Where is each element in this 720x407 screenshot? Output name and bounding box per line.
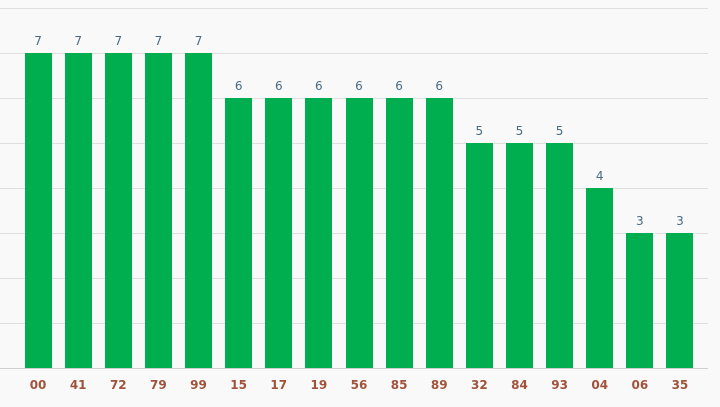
value-label-89: 6 <box>435 79 443 93</box>
category-label-32: 32 <box>471 378 488 392</box>
category-label-15: 15 <box>230 378 247 392</box>
category-label-84: 84 <box>511 378 528 392</box>
category-label-79: 79 <box>150 378 167 392</box>
bar-79 <box>145 53 172 368</box>
bar-89 <box>426 98 453 368</box>
bar-35 <box>666 233 693 368</box>
category-label-00: 00 <box>30 378 47 392</box>
category-label-19: 19 <box>311 378 328 392</box>
value-label-93: 5 <box>556 124 564 138</box>
value-label-79: 7 <box>155 34 163 48</box>
value-label-17: 6 <box>275 79 283 93</box>
value-label-19: 6 <box>315 79 323 93</box>
bars <box>25 53 693 368</box>
value-label-99: 7 <box>195 34 203 48</box>
category-label-17: 17 <box>270 378 287 392</box>
bar-72 <box>105 53 132 368</box>
category-label-99: 99 <box>190 378 207 392</box>
bar-99 <box>185 53 212 368</box>
value-label-32: 5 <box>476 124 484 138</box>
category-label-85: 85 <box>391 378 408 392</box>
bar-56 <box>346 98 373 368</box>
bar-00 <box>25 53 52 368</box>
bar-06 <box>626 233 653 368</box>
value-label-04: 4 <box>596 169 604 183</box>
category-labels: 00 41 72 79 99 15 17 19 56 85 89 32 84 93 04 06 35 <box>30 378 689 392</box>
category-label-35: 35 <box>672 378 689 392</box>
bar-85 <box>386 98 413 368</box>
bar-32 <box>466 143 493 368</box>
value-label-06: 3 <box>636 214 644 228</box>
value-label-41: 7 <box>74 34 82 48</box>
category-label-89: 89 <box>431 378 448 392</box>
category-label-56: 56 <box>351 378 368 392</box>
category-label-72: 72 <box>110 378 127 392</box>
value-label-72: 7 <box>114 34 122 48</box>
bar-93 <box>546 143 573 368</box>
bar-41 <box>65 53 92 368</box>
category-label-06: 06 <box>631 378 648 392</box>
value-label-84: 5 <box>516 124 524 138</box>
bar-04 <box>586 188 613 368</box>
bar-15 <box>225 98 252 368</box>
value-label-56: 6 <box>355 79 363 93</box>
category-label-93: 93 <box>551 378 568 392</box>
category-label-41: 41 <box>70 378 87 392</box>
value-label-00: 7 <box>34 34 42 48</box>
bar-84 <box>506 143 533 368</box>
bar-19 <box>305 98 332 368</box>
value-label-85: 6 <box>395 79 403 93</box>
value-label-35: 3 <box>676 214 684 228</box>
category-label-04: 04 <box>591 378 608 392</box>
bar-17 <box>265 98 292 368</box>
value-label-15: 6 <box>235 79 243 93</box>
value-labels: 7 7 7 7 7 6 6 6 6 6 6 5 5 5 4 3 3 <box>34 34 684 228</box>
